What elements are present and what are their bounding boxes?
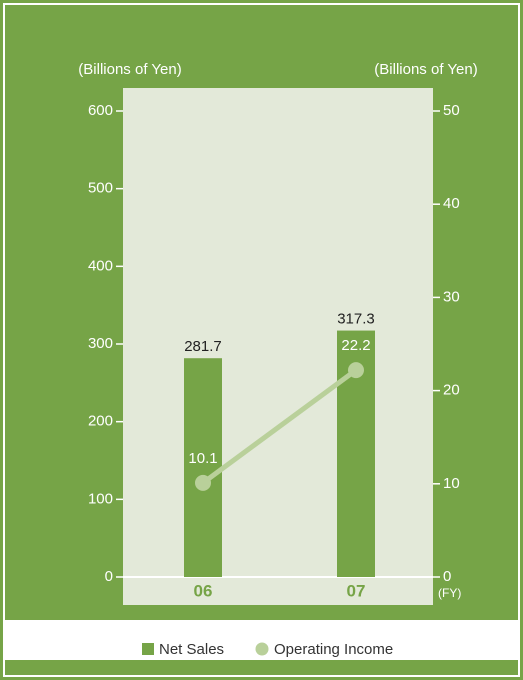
y2-tick-label: 10 (443, 475, 460, 492)
y-axis-label: (Billions of Yen) (78, 61, 181, 78)
y-tick-label: 0 (105, 568, 113, 585)
bar-value-label: 281.7 (184, 338, 222, 355)
y2-tick-label: 30 (443, 288, 460, 305)
y2-tick-label: 50 (443, 102, 460, 119)
legend-swatch (142, 643, 154, 655)
legend-label: Net Sales (159, 641, 224, 658)
x-axis-label: (FY) (438, 586, 461, 600)
legend-swatch (255, 642, 269, 656)
y-tick-label: 500 (88, 180, 113, 197)
y2-tick-label: 20 (443, 382, 460, 399)
line-value-label: 10.1 (188, 450, 217, 467)
line-point (195, 474, 211, 491)
bar-value-label: 317.3 (337, 311, 375, 328)
frame (3, 3, 520, 677)
y-tick-label: 200 (88, 413, 113, 430)
y2-tick-label: 40 (443, 195, 460, 212)
y2-tick-label: 0 (443, 568, 451, 585)
y2-axis-label: (Billions of Yen) (374, 61, 477, 78)
y-tick-label: 100 (88, 490, 113, 507)
y-tick-label: 400 (88, 257, 113, 274)
plot-area (123, 88, 433, 605)
bar (184, 358, 222, 577)
y-tick-label: 600 (88, 102, 113, 119)
line (201, 368, 358, 485)
line-value-label: 22.2 (341, 337, 370, 354)
legend-label: Operating Income (274, 641, 393, 658)
x-tick-label: 06 (194, 581, 213, 600)
x-tick-label: 07 (347, 581, 366, 600)
y-tick-label: 300 (88, 335, 113, 352)
line-point (348, 362, 364, 379)
